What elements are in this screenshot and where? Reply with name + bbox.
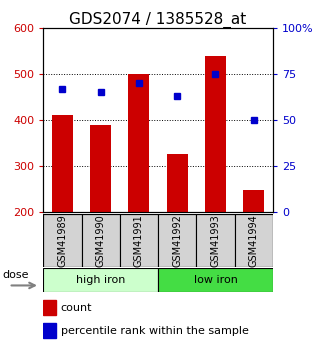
Bar <box>196 214 235 267</box>
Bar <box>90 125 111 212</box>
Bar <box>43 300 56 315</box>
Bar <box>243 190 264 212</box>
Bar <box>158 214 196 267</box>
Bar <box>205 56 226 212</box>
Bar <box>120 214 158 267</box>
Text: dose: dose <box>2 270 29 280</box>
Bar <box>167 155 188 212</box>
Bar <box>128 74 150 212</box>
Text: GSM41994: GSM41994 <box>249 214 259 267</box>
Text: count: count <box>61 303 92 313</box>
Bar <box>52 115 73 212</box>
Bar <box>235 214 273 267</box>
Text: GSM41991: GSM41991 <box>134 214 144 267</box>
Text: high iron: high iron <box>76 275 126 285</box>
Bar <box>82 214 120 267</box>
Text: percentile rank within the sample: percentile rank within the sample <box>61 326 248 336</box>
Text: GSM41990: GSM41990 <box>96 214 106 267</box>
Bar <box>43 323 56 338</box>
Text: low iron: low iron <box>194 275 238 285</box>
Bar <box>158 268 273 292</box>
Bar <box>43 214 82 267</box>
Bar <box>43 268 158 292</box>
Text: GSM41992: GSM41992 <box>172 214 182 267</box>
Title: GDS2074 / 1385528_at: GDS2074 / 1385528_at <box>69 11 247 28</box>
Text: GSM41989: GSM41989 <box>57 214 67 267</box>
Text: GSM41993: GSM41993 <box>211 214 221 267</box>
